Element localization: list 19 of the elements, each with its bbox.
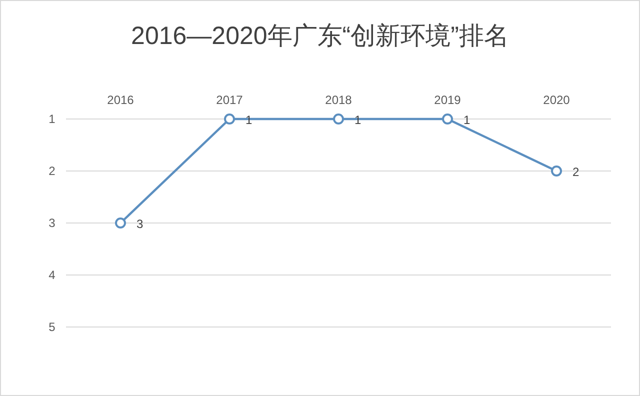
point (224, 114, 235, 124)
x-tick-label: 2019 (434, 93, 462, 107)
x-tick-label: 2017 (216, 93, 244, 107)
y-tick-label: 4 (48, 268, 56, 282)
y-tick-label: 5 (48, 320, 56, 334)
point (442, 114, 453, 124)
point (551, 166, 562, 176)
x-tick-label: 2020 (543, 93, 570, 107)
chart-title: 2016—2020年广东“创新环境”排名 (131, 22, 509, 50)
y-tick-label: 2 (48, 164, 56, 178)
data-label: 2 (572, 165, 580, 179)
y-tick-label: 3 (48, 216, 56, 230)
data-label: 3 (136, 217, 144, 231)
x-tick-label: 2018 (325, 93, 352, 107)
y-tick-label: 1 (48, 112, 56, 126)
point (333, 114, 344, 124)
x-tick-label: 2016 (107, 93, 134, 107)
point (115, 218, 126, 228)
data-label: 1 (464, 113, 470, 127)
